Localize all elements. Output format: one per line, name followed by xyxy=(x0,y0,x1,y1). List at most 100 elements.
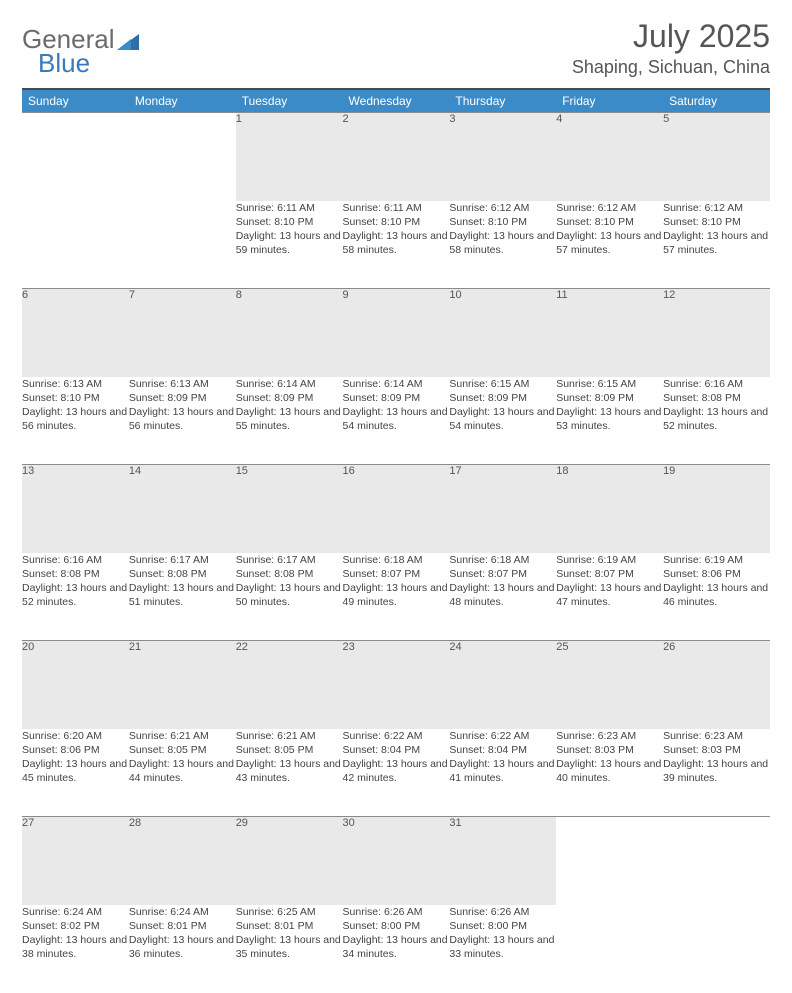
daylight-line: Daylight: 13 hours and 45 minutes. xyxy=(22,757,129,785)
sunrise-line: Sunrise: 6:12 AM xyxy=(449,201,556,215)
weekday-header: Wednesday xyxy=(343,90,450,113)
day-cell: Sunrise: 6:18 AMSunset: 8:07 PMDaylight:… xyxy=(449,553,556,641)
sunset-line: Sunset: 8:08 PM xyxy=(22,567,129,581)
weekday-header: Friday xyxy=(556,90,663,113)
daylight-line: Daylight: 13 hours and 55 minutes. xyxy=(236,405,343,433)
day-number: 8 xyxy=(236,289,343,377)
sunset-line: Sunset: 8:03 PM xyxy=(663,743,770,757)
sunrise-line: Sunrise: 6:19 AM xyxy=(663,553,770,567)
daylight-line: Daylight: 13 hours and 38 minutes. xyxy=(22,933,129,961)
empty-cell xyxy=(22,113,129,201)
daylight-line: Daylight: 13 hours and 34 minutes. xyxy=(343,933,450,961)
sunset-line: Sunset: 8:00 PM xyxy=(449,919,556,933)
sunrise-line: Sunrise: 6:25 AM xyxy=(236,905,343,919)
sunrise-line: Sunrise: 6:24 AM xyxy=(129,905,236,919)
sunrise-line: Sunrise: 6:21 AM xyxy=(129,729,236,743)
day-cell: Sunrise: 6:22 AMSunset: 8:04 PMDaylight:… xyxy=(343,729,450,817)
month-title: July 2025 xyxy=(572,18,770,55)
day-body-row: Sunrise: 6:13 AMSunset: 8:10 PMDaylight:… xyxy=(22,377,770,465)
daylight-line: Daylight: 13 hours and 46 minutes. xyxy=(663,581,770,609)
daylight-line: Daylight: 13 hours and 35 minutes. xyxy=(236,933,343,961)
daylight-line: Daylight: 13 hours and 48 minutes. xyxy=(449,581,556,609)
sunset-line: Sunset: 8:07 PM xyxy=(556,567,663,581)
day-number: 14 xyxy=(129,465,236,553)
day-cell: Sunrise: 6:12 AMSunset: 8:10 PMDaylight:… xyxy=(449,201,556,289)
empty-cell xyxy=(22,201,129,289)
day-number: 20 xyxy=(22,641,129,729)
day-body-row: Sunrise: 6:20 AMSunset: 8:06 PMDaylight:… xyxy=(22,729,770,817)
day-cell: Sunrise: 6:14 AMSunset: 8:09 PMDaylight:… xyxy=(343,377,450,465)
day-number-row: 20212223242526 xyxy=(22,641,770,729)
sunset-line: Sunset: 8:07 PM xyxy=(343,567,450,581)
sunset-line: Sunset: 8:08 PM xyxy=(129,567,236,581)
sunrise-line: Sunrise: 6:24 AM xyxy=(22,905,129,919)
daylight-line: Daylight: 13 hours and 39 minutes. xyxy=(663,757,770,785)
day-cell: Sunrise: 6:24 AMSunset: 8:02 PMDaylight:… xyxy=(22,905,129,993)
day-cell: Sunrise: 6:14 AMSunset: 8:09 PMDaylight:… xyxy=(236,377,343,465)
sunset-line: Sunset: 8:08 PM xyxy=(236,567,343,581)
day-number: 28 xyxy=(129,817,236,905)
day-cell: Sunrise: 6:13 AMSunset: 8:10 PMDaylight:… xyxy=(22,377,129,465)
sunset-line: Sunset: 8:02 PM xyxy=(22,919,129,933)
day-number: 2 xyxy=(343,113,450,201)
daylight-line: Daylight: 13 hours and 56 minutes. xyxy=(22,405,129,433)
day-number: 22 xyxy=(236,641,343,729)
day-cell: Sunrise: 6:19 AMSunset: 8:07 PMDaylight:… xyxy=(556,553,663,641)
daylight-line: Daylight: 13 hours and 53 minutes. xyxy=(556,405,663,433)
sunrise-line: Sunrise: 6:12 AM xyxy=(556,201,663,215)
daylight-line: Daylight: 13 hours and 40 minutes. xyxy=(556,757,663,785)
day-cell: Sunrise: 6:18 AMSunset: 8:07 PMDaylight:… xyxy=(343,553,450,641)
weekday-header: Thursday xyxy=(449,90,556,113)
sunset-line: Sunset: 8:03 PM xyxy=(556,743,663,757)
sunrise-line: Sunrise: 6:11 AM xyxy=(343,201,450,215)
day-body-row: Sunrise: 6:24 AMSunset: 8:02 PMDaylight:… xyxy=(22,905,770,993)
weekday-header: Saturday xyxy=(663,90,770,113)
sunrise-line: Sunrise: 6:12 AM xyxy=(663,201,770,215)
sunrise-line: Sunrise: 6:16 AM xyxy=(663,377,770,391)
day-number: 9 xyxy=(343,289,450,377)
daylight-line: Daylight: 13 hours and 58 minutes. xyxy=(343,229,450,257)
daylight-line: Daylight: 13 hours and 59 minutes. xyxy=(236,229,343,257)
sunset-line: Sunset: 8:09 PM xyxy=(343,391,450,405)
day-cell: Sunrise: 6:23 AMSunset: 8:03 PMDaylight:… xyxy=(663,729,770,817)
calendar-body: 12345Sunrise: 6:11 AMSunset: 8:10 PMDayl… xyxy=(22,113,770,993)
day-number: 24 xyxy=(449,641,556,729)
day-number: 7 xyxy=(129,289,236,377)
day-number: 5 xyxy=(663,113,770,201)
sunset-line: Sunset: 8:04 PM xyxy=(343,743,450,757)
day-number: 15 xyxy=(236,465,343,553)
sunset-line: Sunset: 8:10 PM xyxy=(236,215,343,229)
day-number-row: 2728293031 xyxy=(22,817,770,905)
daylight-line: Daylight: 13 hours and 42 minutes. xyxy=(343,757,450,785)
day-cell: Sunrise: 6:17 AMSunset: 8:08 PMDaylight:… xyxy=(236,553,343,641)
sunset-line: Sunset: 8:06 PM xyxy=(663,567,770,581)
sunrise-line: Sunrise: 6:13 AM xyxy=(22,377,129,391)
sunset-line: Sunset: 8:05 PM xyxy=(236,743,343,757)
day-cell: Sunrise: 6:25 AMSunset: 8:01 PMDaylight:… xyxy=(236,905,343,993)
daylight-line: Daylight: 13 hours and 57 minutes. xyxy=(663,229,770,257)
sunrise-line: Sunrise: 6:26 AM xyxy=(449,905,556,919)
day-number: 30 xyxy=(343,817,450,905)
day-number: 3 xyxy=(449,113,556,201)
sunrise-line: Sunrise: 6:23 AM xyxy=(663,729,770,743)
day-cell: Sunrise: 6:22 AMSunset: 8:04 PMDaylight:… xyxy=(449,729,556,817)
day-cell: Sunrise: 6:19 AMSunset: 8:06 PMDaylight:… xyxy=(663,553,770,641)
weekday-header: Monday xyxy=(129,90,236,113)
sunrise-line: Sunrise: 6:14 AM xyxy=(236,377,343,391)
daylight-line: Daylight: 13 hours and 50 minutes. xyxy=(236,581,343,609)
day-cell: Sunrise: 6:11 AMSunset: 8:10 PMDaylight:… xyxy=(236,201,343,289)
day-number: 13 xyxy=(22,465,129,553)
weekday-header: Tuesday xyxy=(236,90,343,113)
daylight-line: Daylight: 13 hours and 56 minutes. xyxy=(129,405,236,433)
daylight-line: Daylight: 13 hours and 44 minutes. xyxy=(129,757,236,785)
title-block: July 2025 Shaping, Sichuan, China xyxy=(572,18,770,78)
weekday-header-row: SundayMondayTuesdayWednesdayThursdayFrid… xyxy=(22,90,770,113)
day-number: 27 xyxy=(22,817,129,905)
sunset-line: Sunset: 8:09 PM xyxy=(236,391,343,405)
day-number-row: 12345 xyxy=(22,113,770,201)
daylight-line: Daylight: 13 hours and 33 minutes. xyxy=(449,933,556,961)
day-number: 17 xyxy=(449,465,556,553)
header: General July 2025 Shaping, Sichuan, Chin… xyxy=(22,18,770,78)
sunset-line: Sunset: 8:08 PM xyxy=(663,391,770,405)
sunrise-line: Sunrise: 6:19 AM xyxy=(556,553,663,567)
